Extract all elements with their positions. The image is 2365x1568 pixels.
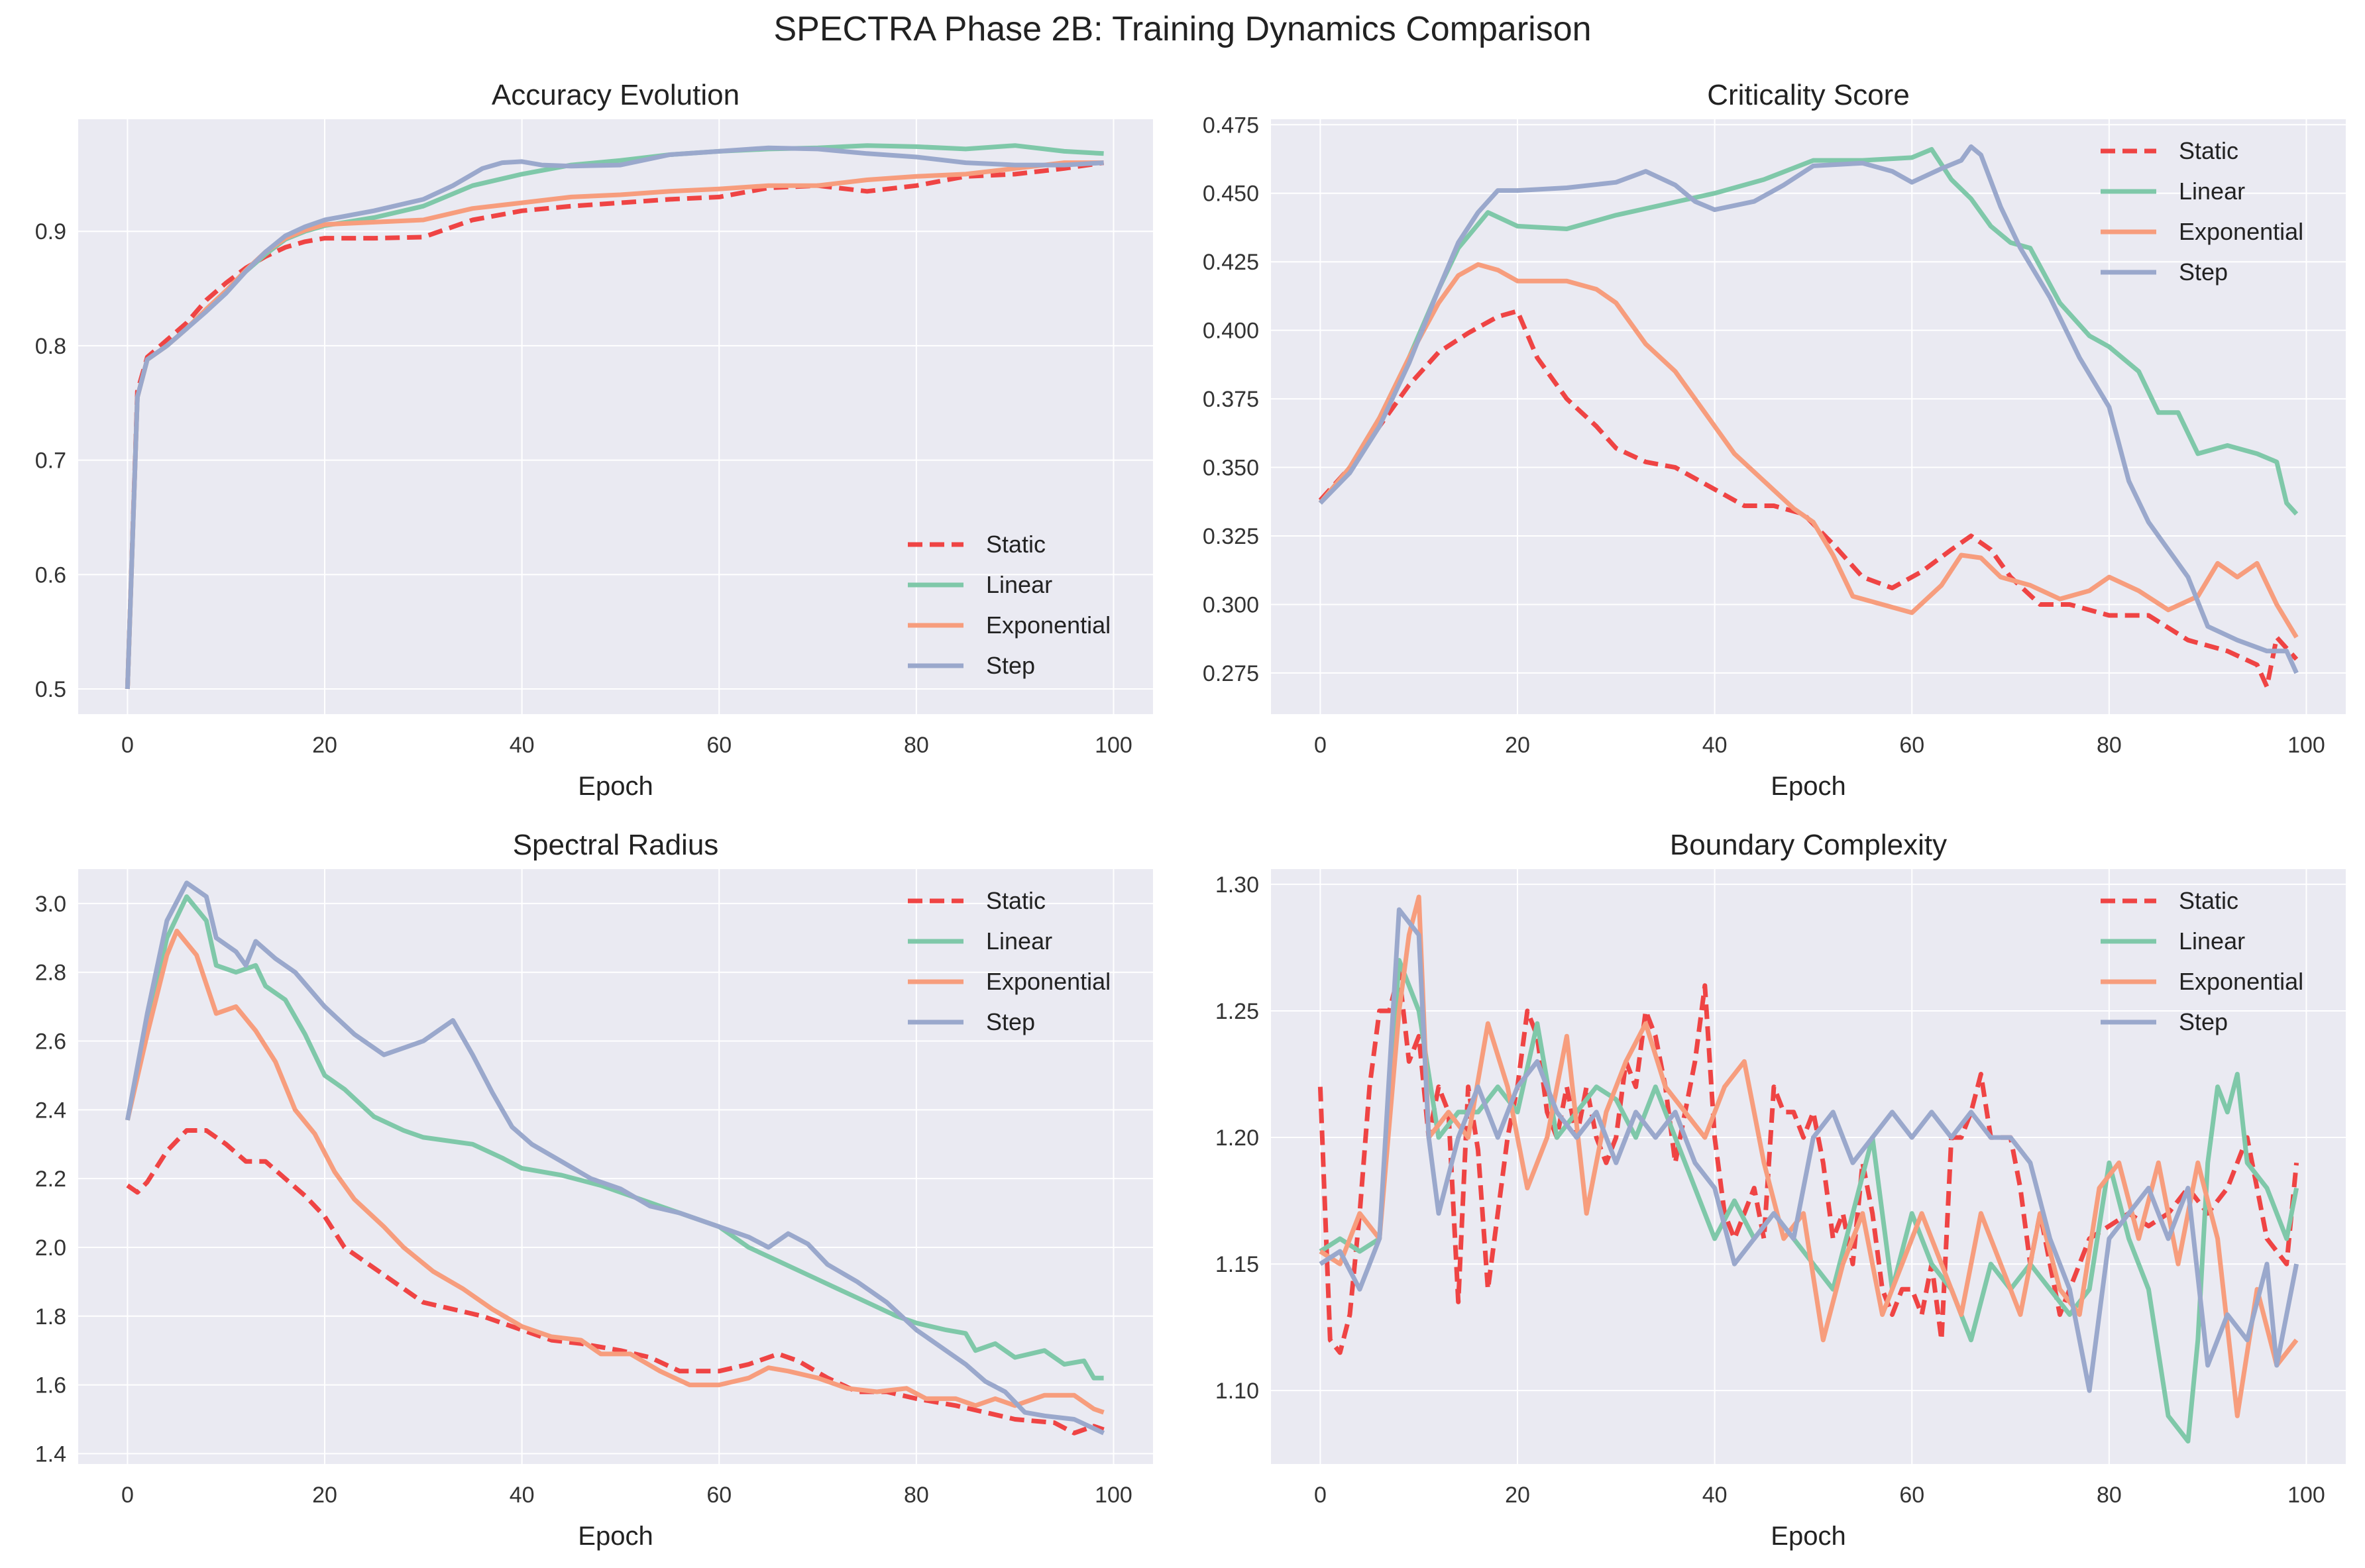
y-tick-label: 0.375 (1203, 387, 1259, 412)
y-tick-label: 2.0 (35, 1235, 66, 1261)
y-tick-label: 1.25 (1215, 999, 1259, 1024)
x-tick-label: 20 (312, 733, 337, 758)
legend-label-exponential: Exponential (2179, 968, 2303, 995)
x-tick-label: 100 (2287, 1483, 2325, 1508)
series-line-step (125, 880, 1105, 1436)
x-tick-label: 0 (1314, 1483, 1327, 1508)
x-tick-label: 0 (1314, 733, 1327, 758)
legend-label-linear: Linear (2179, 178, 2245, 205)
subplot-1: 0 20 40 60 80 100 0.5 0.6 0.7 0.8 0.9 Accuracy Evol… (35, 79, 1153, 801)
x-axis-label: Epoch (578, 1522, 653, 1551)
y-tick-label: 0.7 (35, 448, 66, 474)
series-line-step (1318, 144, 2299, 674)
series-line-static (1318, 309, 2299, 690)
x-tick-label: 20 (312, 1483, 337, 1508)
legend-label-static: Static (986, 531, 1046, 558)
legend-label-step: Step (986, 1008, 1035, 1035)
y-tick-label: 1.8 (35, 1304, 66, 1330)
legend-label-step: Step (986, 652, 1035, 679)
y-tick-label: 0.475 (1203, 113, 1259, 138)
x-tick-label: 40 (1702, 1483, 1728, 1508)
y-tick-label: 2.4 (35, 1098, 66, 1123)
x-tick-label: 0 (121, 733, 134, 758)
y-tick-label: 3.0 (35, 892, 66, 917)
x-tick-label: 100 (1095, 1483, 1132, 1508)
x-tick-label: 80 (2097, 1483, 2122, 1508)
series-line-static (1317, 970, 2299, 1355)
subplot-title: Accuracy Evolution (492, 79, 740, 111)
legend-label-linear: Linear (986, 571, 1052, 598)
series-line-static (126, 1128, 1105, 1436)
x-tick-label: 80 (904, 733, 929, 758)
y-tick-label: 0.325 (1203, 524, 1259, 549)
legend-label-linear: Linear (986, 927, 1052, 955)
y-tick-label: 0.400 (1203, 319, 1259, 344)
legend-label-static: Static (2179, 887, 2238, 914)
x-tick-label: 80 (904, 1483, 929, 1508)
y-tick-label: 0.300 (1203, 592, 1259, 617)
series-line-static (125, 160, 1105, 690)
y-tick-label: 1.30 (1215, 872, 1259, 898)
y-tick-label: 1.20 (1215, 1125, 1259, 1151)
y-tick-label: 0.8 (35, 334, 66, 359)
y-tick-label: 1.10 (1215, 1379, 1259, 1404)
legend-label-exponential: Exponential (986, 611, 1111, 639)
legend-label-exponential: Exponential (2179, 218, 2303, 245)
subplot-3: 0 20 40 60 80 100 1.4 1.6 1.8 2.0 2.2 2.4 2.6 2.8 3.0 S… (35, 829, 1153, 1551)
x-tick-label: 60 (706, 733, 732, 758)
x-tick-label: 20 (1505, 733, 1530, 758)
series-line-step (1319, 907, 2299, 1393)
plot-area (78, 119, 1153, 714)
series-line-linear (125, 894, 1104, 1381)
series-line-linear (1319, 958, 2299, 1444)
subplot-title: Boundary Complexity (1670, 829, 1947, 861)
series-line-exponential (1318, 262, 2299, 639)
y-tick-label: 1.15 (1215, 1252, 1259, 1277)
x-tick-label: 80 (2097, 733, 2122, 758)
x-axis-label: Epoch (1771, 1522, 1845, 1551)
x-tick-label: 40 (1702, 733, 1728, 758)
legend-label-exponential: Exponential (986, 968, 1111, 995)
x-tick-label: 40 (510, 733, 535, 758)
y-tick-label: 0.350 (1203, 456, 1259, 481)
series-line-exponential (1319, 894, 2299, 1418)
subplot-title: Spectral Radius (513, 829, 719, 861)
x-tick-label: 0 (121, 1483, 134, 1508)
y-tick-label: 1.6 (35, 1373, 66, 1398)
y-tick-label: 2.6 (35, 1029, 66, 1055)
legend-label-static: Static (2179, 137, 2238, 164)
x-tick-label: 60 (1899, 1483, 1924, 1508)
y-tick-label: 0.6 (35, 562, 66, 588)
legend-label-step: Step (2179, 1008, 2228, 1035)
x-tick-label: 40 (510, 1483, 535, 1508)
y-tick-label: 2.8 (35, 961, 66, 986)
x-axis-label: Epoch (578, 772, 653, 801)
subplot-4: 0 20 40 60 80 100 1.10 1.15 1.20 1.25 1.30 Boundary… (1215, 829, 2346, 1551)
legend-label-linear: Linear (2179, 927, 2245, 955)
series-line-step (125, 145, 1104, 690)
series-line-exponential (125, 928, 1105, 1415)
legend-label-step: Step (2179, 258, 2228, 286)
y-tick-label: 0.425 (1203, 250, 1259, 275)
y-tick-label: 2.2 (35, 1167, 66, 1192)
x-tick-label: 60 (706, 1483, 732, 1508)
x-tick-label: 100 (1095, 733, 1132, 758)
y-tick-label: 0.450 (1203, 182, 1259, 207)
x-axis-label: Epoch (1771, 772, 1845, 801)
y-tick-label: 0.9 (35, 219, 66, 244)
legend-label-static: Static (986, 887, 1046, 914)
x-tick-label: 20 (1505, 1483, 1530, 1508)
plot-area (1271, 119, 2346, 714)
figure-title: SPECTRA Phase 2B: Training Dynamics Comp… (773, 10, 1592, 48)
x-tick-label: 60 (1899, 733, 1924, 758)
y-tick-label: 1.4 (35, 1441, 66, 1467)
subplot-2: 0 20 40 60 80 100 0.275 0.300 0.325 0.350 0.375 0.4… (1203, 79, 2346, 801)
x-tick-label: 100 (2287, 733, 2325, 758)
y-tick-label: 0.5 (35, 677, 66, 702)
subplot-title: Criticality Score (1707, 79, 1910, 111)
y-tick-label: 0.275 (1203, 661, 1259, 686)
series-line-linear (1318, 147, 2299, 516)
